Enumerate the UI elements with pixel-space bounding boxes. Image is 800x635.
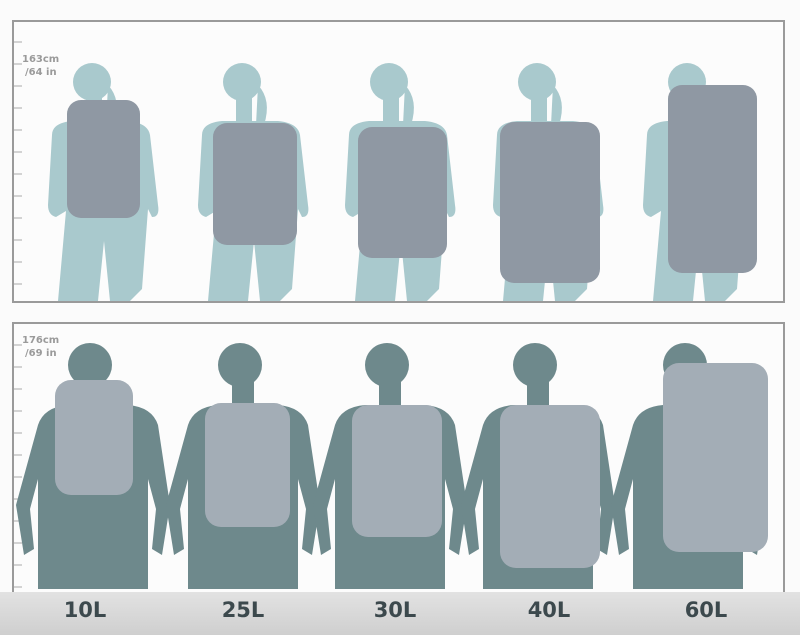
male-head: [218, 343, 262, 387]
female-head: [223, 63, 261, 101]
male-neck: [379, 380, 401, 410]
female-head: [370, 63, 408, 101]
male-head: [513, 343, 557, 387]
female-neck: [236, 98, 252, 124]
backpack-30L: [352, 405, 442, 537]
male-head: [365, 343, 409, 387]
male-head: [68, 343, 112, 387]
size-label-30l: 30L: [373, 598, 417, 622]
backpack-30L: [358, 127, 447, 258]
male-height-label: 176cm /69 in: [22, 334, 59, 360]
backpack-40L: [500, 122, 600, 283]
female-height-label: 163cm /64 in: [22, 53, 59, 79]
size-label-10l: 10L: [63, 598, 107, 622]
backpack-60L: [668, 85, 757, 273]
size-label-60l: 60L: [684, 598, 728, 622]
size-label-25l: 25L: [221, 598, 265, 622]
backpack-10L: [55, 380, 133, 495]
backpack-10L: [67, 100, 140, 218]
female-height-in: /64 in: [25, 67, 57, 78]
male-neck: [527, 380, 549, 410]
backpack-40L: [500, 405, 600, 568]
backpack-60L: [663, 363, 768, 552]
backpack-25L: [213, 123, 297, 245]
male-neck: [232, 380, 254, 410]
ponytail: [403, 85, 414, 125]
female-height-cm: 163cm: [22, 54, 60, 65]
female-neck: [383, 98, 399, 124]
ponytail: [551, 85, 562, 125]
male-height-cm: 176cm: [22, 335, 60, 346]
size-label-40l: 40L: [527, 598, 571, 622]
female-neck: [531, 98, 547, 124]
size-label-bar: [0, 592, 800, 635]
ponytail: [256, 85, 267, 125]
female-head: [518, 63, 556, 101]
female-head: [73, 63, 111, 101]
backpack-25L: [205, 403, 290, 527]
male-height-in: /69 in: [25, 348, 57, 359]
